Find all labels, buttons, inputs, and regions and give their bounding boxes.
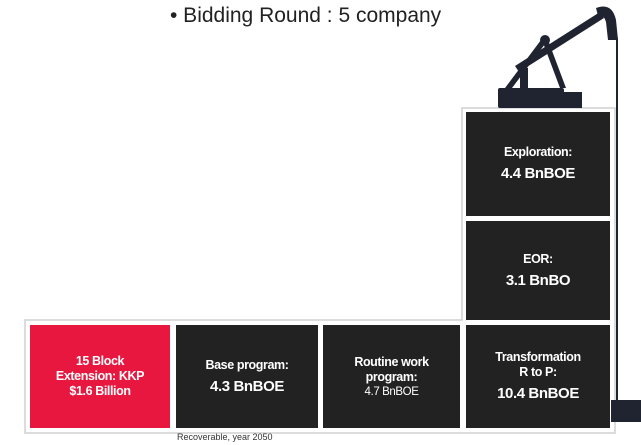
program-box: 15 Block Extension: KKP $1.6 Billion (30, 325, 170, 428)
box-value: 3.1 BnBO (505, 271, 571, 289)
oil-pump-icon (498, 6, 618, 108)
box-label: Routine work program: (354, 354, 429, 385)
box-label: EOR: (523, 252, 553, 267)
program-box: Routine work program: 4.7 BnBOE (323, 325, 460, 428)
box-value: 10.4 BnBOE (497, 385, 579, 402)
box-label-line: R to P: (519, 365, 557, 379)
box-label-line: Routine work (354, 354, 429, 369)
footnote: Recoverable, year 2050 (177, 432, 273, 442)
program-box: EOR: 3.1 BnBO (466, 221, 610, 320)
box-label-line: Extension: KKP (55, 369, 145, 383)
box-label-line: Exploration: (503, 145, 573, 159)
program-box: Transformation R to P: 10.4 BnBOE (466, 325, 610, 428)
box-label-line: Base program: (205, 357, 289, 372)
box-label-line: 15 Block (75, 354, 125, 368)
box-label: Transformation R to P: (495, 350, 581, 380)
box-label-line: EOR: (523, 251, 553, 266)
program-box: Base program: 4.3 BnBOE (176, 325, 318, 428)
box-label-line: program: (365, 369, 418, 384)
pump-base (611, 400, 641, 422)
box-value: 4.4 BnBOE (501, 165, 575, 182)
box-value: 4.7 BnBOE (364, 385, 419, 398)
box-label: 15 Block Extension: KKP (55, 354, 145, 384)
box-value: 4.3 BnBOE (210, 377, 284, 395)
program-box: Exploration: 4.4 BnBOE (466, 112, 610, 216)
box-label-line: Transformation (495, 350, 581, 364)
box-label: Exploration: (503, 145, 573, 160)
box-label: Base program: (205, 358, 288, 373)
bullet-text: • Bidding Round : 5 company (170, 4, 442, 27)
box-value: $1.6 Billion (69, 384, 131, 398)
